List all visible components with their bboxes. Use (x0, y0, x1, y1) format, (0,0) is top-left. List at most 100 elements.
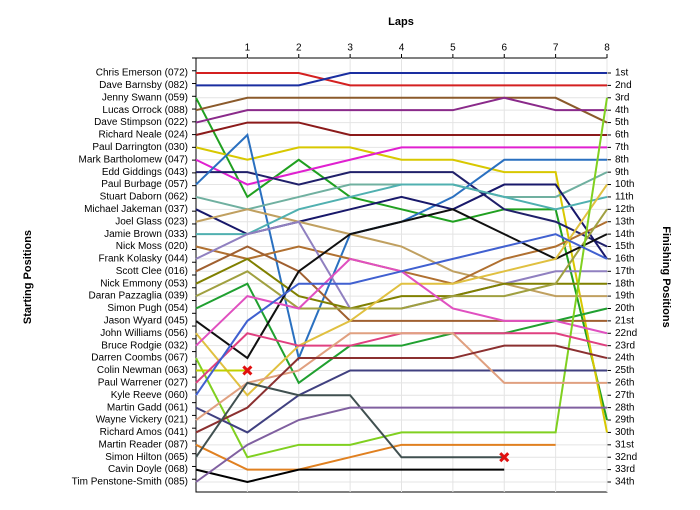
y2-tick-label: 23rd (615, 340, 635, 351)
driver-name: Simon Pugh (054) (107, 303, 188, 314)
driver-name: Mark Bartholomew (047) (79, 154, 188, 165)
driver-line (195, 97, 608, 421)
driver-line (195, 96, 608, 124)
chart-title: Laps (388, 16, 414, 28)
y2-tick-label: 11th (615, 192, 634, 203)
y2-tick-label: 8th (615, 154, 629, 165)
driver-line (195, 381, 505, 459)
driver-line (195, 332, 607, 421)
driver-line (195, 208, 608, 310)
driver-name: Nick Emmony (053) (100, 278, 188, 289)
x-tick-label: 6 (501, 43, 507, 54)
driver-line (195, 369, 607, 434)
driver-name: Paul Burbage (057) (101, 179, 188, 190)
y2-tick-label: 13th (615, 216, 634, 227)
driver-line (195, 344, 608, 434)
y2-tick-label: 24th (615, 353, 634, 364)
y2-tick-label: 4th (615, 105, 629, 116)
driver-name: Wayne Vickery (021) (96, 415, 188, 426)
y2-tick-label: 16th (615, 254, 634, 265)
driver-line (195, 282, 608, 385)
driver-line (196, 171, 608, 248)
driver-line (195, 443, 556, 471)
driver-name: Paul Warrener (027) (98, 377, 188, 388)
y-axis-label: Starting Positions (22, 230, 34, 324)
y2-tick-label: 2nd (615, 80, 632, 91)
x-tick-label: 5 (450, 43, 456, 54)
driver-line (195, 146, 608, 433)
driver-name: Lucas Orrock (088) (102, 105, 188, 116)
driver-line (195, 233, 608, 396)
driver-line (195, 146, 607, 186)
y2-tick-label: 19th (615, 291, 634, 302)
y2-tick-label: 3rd (615, 92, 629, 103)
y2-tick-label: 34th (615, 477, 634, 488)
driver-line (195, 257, 607, 310)
driver-name: Simon Hilton (065) (105, 452, 188, 463)
y2-tick-label: 12th (615, 204, 634, 215)
y2-tick-label: 22nd (615, 328, 637, 339)
driver-line (195, 97, 608, 459)
y2-tick-label: 27th (615, 390, 634, 401)
driver-line (196, 72, 607, 87)
x-tick-label: 2 (296, 43, 302, 54)
driver-name: Scott Clee (016) (116, 266, 188, 277)
y2-tick-label: 1st (615, 68, 629, 79)
y2-tick-label: 7th (615, 142, 629, 153)
y2-tick-label: 31st (615, 439, 634, 450)
y2-tick-label: 30th (615, 427, 634, 438)
x-tick-label: 7 (553, 43, 559, 54)
driver-name: Kyle Reeve (060) (111, 390, 188, 401)
driver-name: Paul Darrington (030) (92, 142, 188, 153)
y2-tick-label: 14th (615, 229, 634, 240)
y2-tick-label: 18th (615, 278, 634, 289)
y2-tick-label: 9th (615, 167, 629, 178)
y2-tick-label: 25th (615, 365, 634, 376)
driver-name: Cavin Doyle (068) (108, 464, 188, 475)
driver-name: Darren Coombs (067) (91, 353, 188, 364)
driver-line (195, 406, 607, 483)
y2-tick-label: 6th (615, 130, 629, 141)
driver-name: Jamie Brown (033) (104, 229, 188, 240)
driver-name: Dave Stimpson (022) (94, 117, 188, 128)
y2-tick-label: 33rd (615, 464, 635, 475)
driver-line (195, 208, 607, 298)
driver-name: Colin Newman (063) (97, 365, 188, 376)
driver-line (195, 121, 607, 136)
x-tick-label: 1 (245, 43, 251, 54)
driver-name: Michael Jakeman (037) (84, 204, 188, 215)
y2-axis-label: Finishing Positions (660, 226, 672, 327)
y2-tick-label: 32nd (615, 452, 637, 463)
y2-tick-label: 21st (615, 316, 634, 327)
driver-name: Bruce Rodgie (032) (101, 340, 188, 351)
driver-name: Martin Reader (087) (99, 439, 188, 450)
driver-line (196, 72, 607, 87)
driver-name: John Williams (056) (100, 328, 188, 339)
driver-name: Stuart Daborn (062) (100, 192, 188, 203)
driver-name: Jason Wyard (045) (104, 316, 188, 327)
driver-name: Richard Amos (041) (100, 427, 188, 438)
y2-tick-label: 26th (615, 377, 634, 388)
driver-name: Frank Kolasky (044) (99, 254, 188, 265)
x-tick-label: 3 (347, 43, 353, 54)
y2-tick-label: 28th (615, 402, 634, 413)
retired-marker (499, 452, 510, 463)
driver-name: Nick Moss (020) (116, 241, 188, 252)
driver-name: Edd Giddings (043) (102, 167, 188, 178)
y2-tick-label: 15th (615, 241, 634, 252)
driver-name: Daran Pazzaglia (039) (89, 291, 189, 302)
y2-tick-label: 29th (615, 415, 634, 426)
x-tick-label: 4 (399, 43, 405, 54)
retired-marker (242, 365, 253, 376)
driver-name: Tim Penstone-Smith (085) (72, 477, 188, 488)
driver-line (195, 96, 607, 124)
driver-name: Chris Emerson (072) (96, 68, 188, 79)
driver-name: Jenny Swann (059) (102, 92, 188, 103)
driver-line (196, 183, 608, 236)
y2-tick-label: 5th (615, 117, 629, 128)
driver-name: Richard Neale (024) (99, 130, 189, 141)
driver-name: Joel Glass (023) (115, 216, 188, 227)
driver-line (195, 468, 505, 484)
y2-tick-label: 10th (615, 179, 634, 190)
